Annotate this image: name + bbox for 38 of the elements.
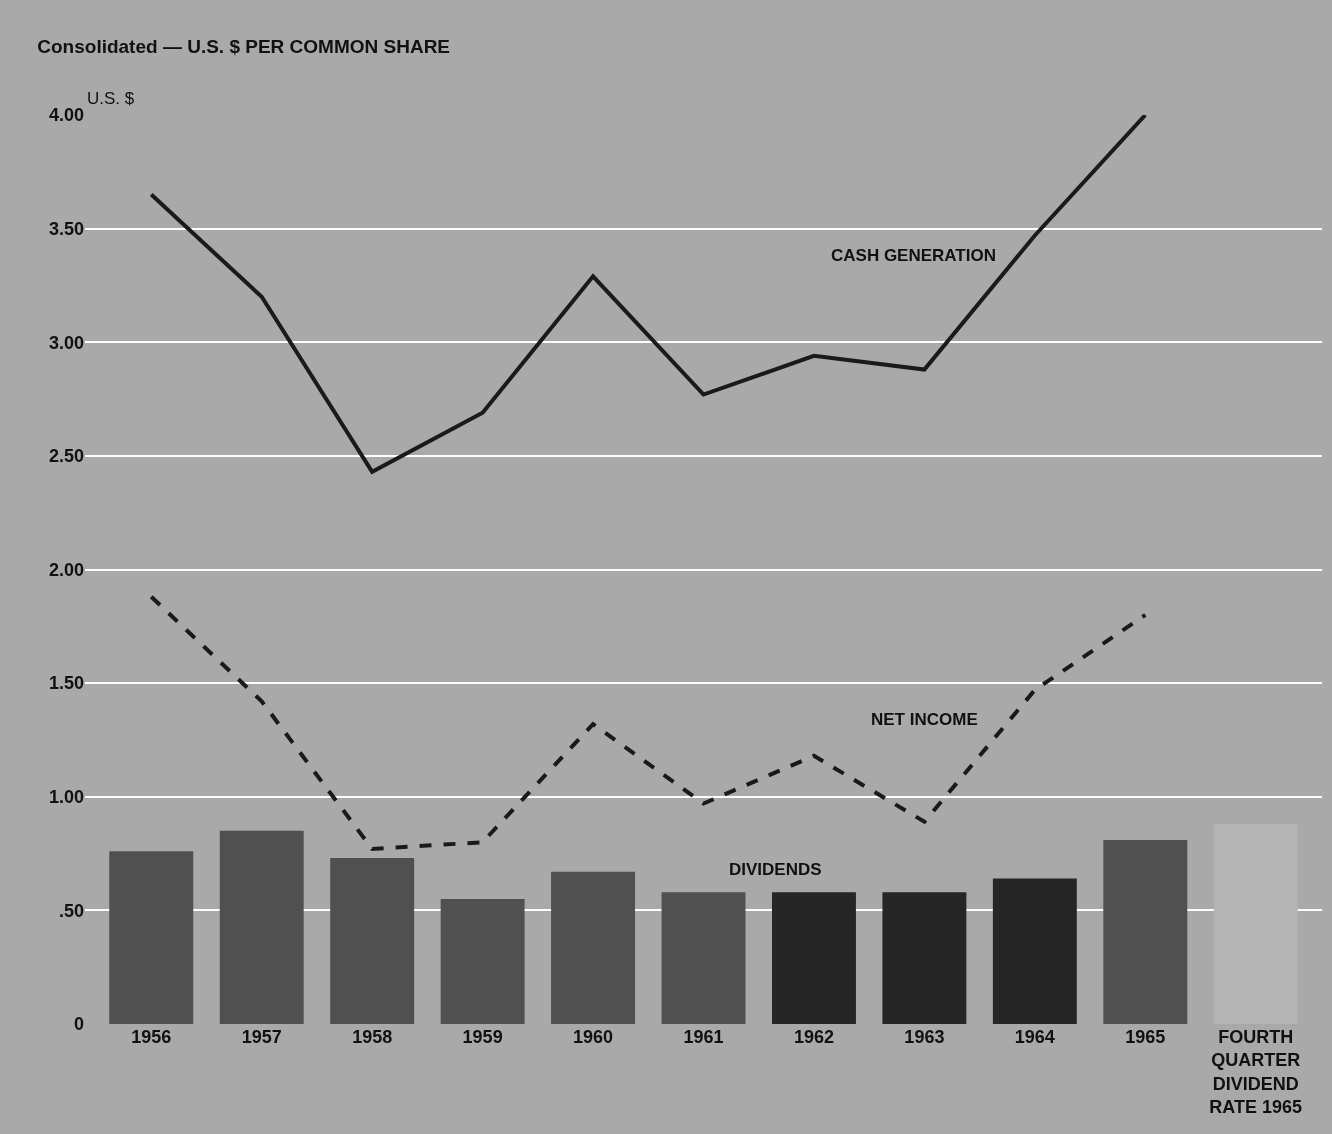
y-tick-label: 1.50 [48, 673, 84, 694]
series-label: CASH GENERATION [831, 246, 996, 265]
x-tick-label: 1963 [904, 1027, 945, 1047]
y-tick-label: 3.50 [48, 218, 84, 239]
x-tick-label: 1956 [131, 1027, 172, 1047]
x-tick-label: 1958 [352, 1027, 393, 1047]
x-tick-label: 1962 [793, 1027, 834, 1047]
y-tick-label: 2.00 [48, 559, 84, 580]
x-tick-label: 1965 [1125, 1027, 1166, 1047]
bar [882, 892, 967, 1024]
series-label: DIVIDENDS [729, 860, 822, 879]
y-tick-label: 2.50 [48, 446, 84, 467]
y-tick-label: .50 [58, 900, 84, 921]
chart-title: Consolidated — U.S. $ PER COMMON SHARE [37, 35, 451, 57]
bar [1103, 839, 1188, 1024]
y-tick-label: 0 [73, 1014, 84, 1035]
x-tick-label: 1964 [1014, 1027, 1055, 1047]
bar [992, 878, 1077, 1024]
bar [551, 871, 636, 1024]
y-tick-label: 3.00 [48, 332, 84, 353]
x-tick-label: 1959 [462, 1027, 503, 1047]
series-label: NET INCOME [871, 710, 978, 729]
y-tick-label: 1.00 [48, 787, 84, 808]
bar [330, 858, 415, 1024]
line-series [149, 594, 1148, 852]
bar [1213, 824, 1298, 1024]
bar [219, 830, 304, 1024]
y-tick-label: 4.00 [48, 105, 84, 126]
x-tick-label: 1957 [241, 1027, 282, 1047]
x-tick-label: FOURTH QUARTER DIVIDEND RATE 1965 [1209, 1027, 1303, 1118]
bar [109, 851, 194, 1024]
bar [661, 892, 746, 1024]
bar [440, 899, 525, 1024]
line-series [149, 115, 1148, 474]
x-tick-label: 1961 [683, 1027, 724, 1047]
x-tick-label: 1960 [573, 1027, 614, 1047]
y-axis-title: U.S. $ [87, 89, 135, 108]
bar [771, 892, 856, 1024]
